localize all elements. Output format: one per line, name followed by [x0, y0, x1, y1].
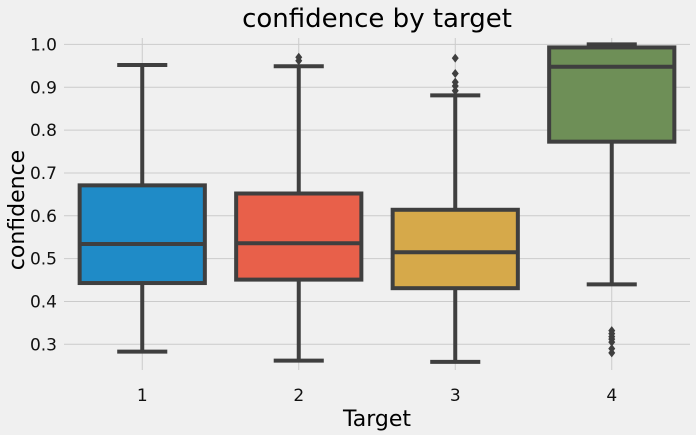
- x-tick-label: 4: [606, 386, 617, 406]
- y-tick-label: 0.8: [30, 121, 57, 141]
- x-tick-label: 1: [137, 386, 148, 406]
- box-iqr: [77, 183, 207, 286]
- outlier-point: [295, 52, 303, 62]
- box-iqr: [390, 207, 520, 291]
- outlier-point: [451, 77, 459, 87]
- box-iqr: [234, 191, 364, 282]
- y-tick-label: 0.3: [30, 335, 57, 355]
- chart-title: confidence by target: [242, 4, 512, 34]
- box-target-4: [547, 42, 677, 358]
- outlier-point: [608, 344, 616, 354]
- y-tick-label: 0.9: [30, 78, 57, 98]
- x-tick-label: 3: [450, 386, 461, 406]
- x-axis-label: Target: [342, 407, 411, 432]
- y-tick-label: 0.7: [30, 164, 57, 184]
- outlier-point: [451, 86, 459, 96]
- outlier-point: [608, 326, 616, 336]
- y-tick-label: 0.5: [30, 250, 57, 270]
- box-iqr: [547, 45, 677, 144]
- box-target-2: [234, 52, 364, 363]
- y-axis-label: confidence: [5, 150, 30, 270]
- y-tick-label: 0.4: [30, 292, 57, 312]
- y-tick-label: 1.0: [30, 35, 57, 55]
- box-target-1: [77, 62, 207, 354]
- x-tick-label: 2: [293, 386, 304, 406]
- boxes: [77, 42, 677, 364]
- box-target-3: [390, 53, 520, 364]
- outlier-point: [451, 53, 459, 63]
- outlier-point: [451, 69, 459, 79]
- ticks: 0.3 0.4 0.5 0.6 0.7 0.8 0.9 1.0 1 2 3 4: [30, 35, 617, 406]
- y-tick-label: 0.6: [30, 207, 57, 227]
